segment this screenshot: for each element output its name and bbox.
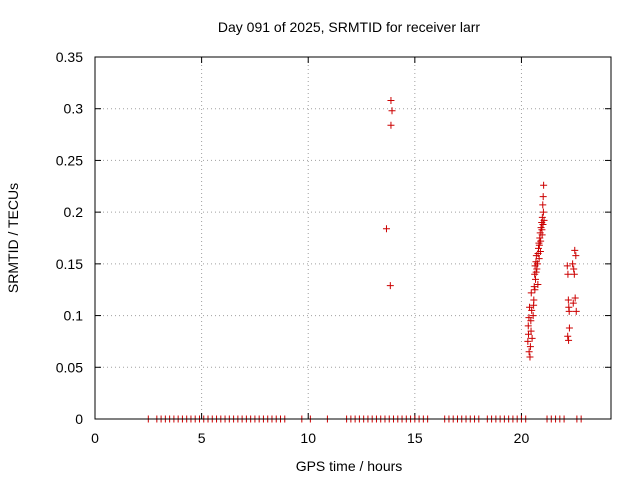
data-point [539, 208, 547, 216]
data-point [524, 322, 532, 330]
data-point [563, 262, 571, 270]
data-point [538, 226, 546, 234]
data-point [539, 193, 547, 201]
x-tick-label: 20 [514, 430, 530, 446]
data-point [539, 201, 547, 209]
data-point [565, 324, 573, 332]
data-point [532, 268, 540, 276]
y-axis-label: SRMTID / TECUs [5, 183, 21, 293]
y-tick-label: 0.3 [64, 101, 84, 117]
data-point [535, 255, 543, 263]
data-point [386, 282, 394, 290]
data-point [569, 260, 577, 268]
data-point [527, 289, 535, 297]
data-point [538, 213, 546, 221]
data-point [387, 121, 395, 129]
chart-title: Day 091 of 2025, SRMTID for receiver lar… [218, 19, 481, 35]
data-point [526, 353, 534, 361]
data-point [564, 270, 572, 278]
data-point [387, 96, 395, 104]
y-tick-label: 0 [75, 411, 83, 427]
data-point [527, 317, 535, 325]
data-point [564, 296, 572, 304]
data-point [532, 275, 540, 283]
data-point [524, 337, 532, 345]
point-layer [144, 96, 585, 423]
data-point [528, 334, 536, 342]
y-tick-label: 0.15 [56, 256, 83, 272]
data-point [539, 221, 547, 229]
data-point [570, 265, 578, 273]
y-tick-label: 0.05 [56, 359, 83, 375]
data-point [565, 336, 573, 344]
data-point [540, 181, 548, 189]
y-tick-label: 0.25 [56, 152, 83, 168]
data-point [572, 252, 580, 260]
x-tick-label: 10 [300, 430, 316, 446]
data-point [571, 246, 579, 254]
data-point [382, 225, 390, 233]
tick-layer: 0 0.05 0.1 0.15 0.2 0.25 0.3 0.35 0 5 10 15 20 [56, 49, 611, 446]
grid-layer [95, 57, 611, 419]
data-point [529, 312, 537, 320]
data-point [531, 286, 539, 294]
y-tick-label: 0.35 [56, 49, 83, 65]
data-point [570, 270, 578, 278]
data-point [526, 343, 534, 351]
data-point [528, 306, 536, 314]
x-tick-label: 5 [198, 430, 206, 446]
x-axis-label: GPS time / hours [296, 458, 403, 474]
plot-frame [94, 56, 612, 420]
data-point [540, 216, 548, 224]
y-tick-label: 0.2 [64, 204, 84, 220]
data-point [534, 281, 542, 289]
y-tick-label: 0.1 [64, 308, 84, 324]
data-point [525, 348, 533, 356]
data-point [536, 247, 544, 255]
data-point [564, 332, 572, 340]
x-tick-label: 0 [91, 430, 99, 446]
data-point [533, 260, 541, 268]
x-tick-label: 15 [407, 430, 423, 446]
data-point [537, 237, 545, 245]
data-point [533, 265, 541, 273]
data-point [569, 299, 577, 307]
data-point [388, 107, 396, 115]
data-point [571, 294, 579, 302]
data-point [565, 307, 573, 315]
data-point [524, 330, 532, 338]
data-point [572, 307, 580, 315]
data-point [530, 283, 538, 291]
data-point [530, 301, 538, 309]
data-point [535, 241, 543, 249]
